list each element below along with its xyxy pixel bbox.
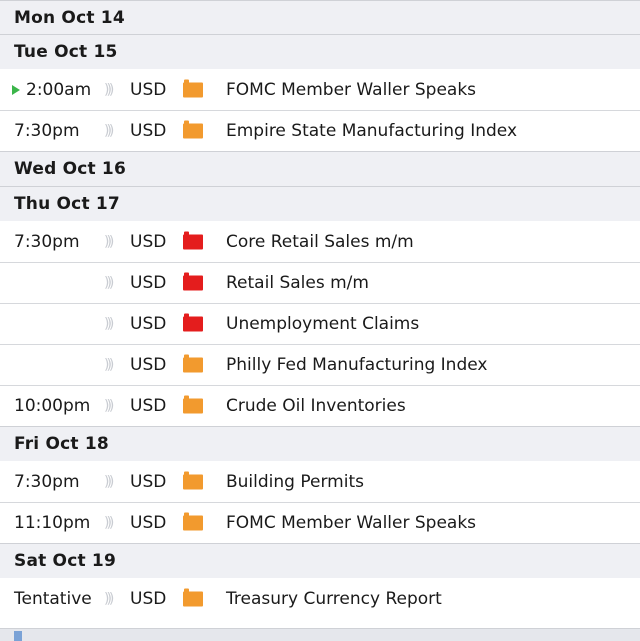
sound-icon[interactable]: ))) (104, 234, 111, 250)
sound-icon[interactable]: ))) (104, 275, 111, 291)
sound-icon[interactable]: ))) (104, 398, 111, 414)
impact-folder-icon[interactable] (183, 474, 203, 489)
sound-icon[interactable]: ))) (104, 123, 111, 139)
event-time: Tentative (14, 589, 92, 609)
event-time: 7:30pm (14, 232, 80, 252)
event-row[interactable]: ))) USD Retail Sales m/m (0, 262, 640, 303)
sound-icon[interactable]: ))) (104, 82, 111, 98)
impact-folder-icon[interactable] (183, 399, 203, 414)
event-row[interactable]: 2:00am))) USD FOMC Member Waller Speaks (0, 69, 640, 110)
event-row[interactable]: Tentative))) USD Treasury Currency Report (0, 578, 640, 619)
event-name[interactable]: Philly Fed Manufacturing Index (226, 355, 487, 375)
day-header[interactable]: Wed Oct 16 (0, 151, 640, 186)
event-row[interactable]: 7:30pm))) USD Empire State Manufacturing I… (0, 110, 640, 151)
event-row[interactable]: 7:30pm))) USD Building Permits (0, 461, 640, 502)
event-currency: USD (130, 121, 166, 141)
bottom-strip (0, 628, 640, 641)
impact-folder-icon[interactable] (183, 234, 203, 249)
event-name[interactable]: Core Retail Sales m/m (226, 232, 414, 252)
event-currency: USD (130, 589, 166, 609)
day-header[interactable]: Mon Oct 14 (0, 0, 640, 34)
event-currency: USD (130, 80, 166, 100)
event-name[interactable]: Crude Oil Inventories (226, 396, 406, 416)
play-icon (12, 85, 20, 95)
event-row[interactable]: 7:30pm))) USD Core Retail Sales m/m (0, 221, 640, 262)
event-name[interactable]: Empire State Manufacturing Index (226, 121, 517, 141)
day-header[interactable]: Thu Oct 17 (0, 186, 640, 221)
sound-icon[interactable]: ))) (104, 591, 111, 607)
event-currency: USD (130, 232, 166, 252)
event-name[interactable]: FOMC Member Waller Speaks (226, 80, 476, 100)
event-row[interactable]: 11:10pm))) USD FOMC Member Waller Speaks (0, 502, 640, 543)
event-time: 10:00pm (14, 396, 90, 416)
sound-icon[interactable]: ))) (104, 515, 111, 531)
sound-icon[interactable]: ))) (104, 357, 111, 373)
day-header[interactable]: Sat Oct 19 (0, 543, 640, 578)
event-name[interactable]: Unemployment Claims (226, 314, 419, 334)
event-currency: USD (130, 314, 166, 334)
impact-folder-icon[interactable] (183, 82, 203, 97)
impact-folder-icon[interactable] (183, 591, 203, 606)
event-name[interactable]: FOMC Member Waller Speaks (226, 513, 476, 533)
event-currency: USD (130, 396, 166, 416)
event-name[interactable]: Retail Sales m/m (226, 273, 369, 293)
event-time: 2:00am (26, 80, 91, 100)
event-time: 7:30pm (14, 121, 80, 141)
impact-folder-icon[interactable] (183, 516, 203, 531)
impact-folder-icon[interactable] (183, 317, 203, 332)
day-header[interactable]: Fri Oct 18 (0, 426, 640, 461)
event-row[interactable]: ))) USD Unemployment Claims (0, 303, 640, 344)
event-currency: USD (130, 355, 166, 375)
sound-icon[interactable]: ))) (104, 316, 111, 332)
impact-folder-icon[interactable] (183, 358, 203, 373)
event-time: 7:30pm (14, 472, 80, 492)
event-currency: USD (130, 273, 166, 293)
event-row[interactable]: ))) USD Philly Fed Manufacturing Index (0, 344, 640, 385)
event-name[interactable]: Building Permits (226, 472, 364, 492)
day-header[interactable]: Tue Oct 15 (0, 34, 640, 69)
event-row[interactable]: 10:00pm))) USD Crude Oil Inventories (0, 385, 640, 426)
sound-icon[interactable]: ))) (104, 474, 111, 490)
event-time: 11:10pm (14, 513, 90, 533)
event-currency: USD (130, 513, 166, 533)
event-currency: USD (130, 472, 166, 492)
event-name[interactable]: Treasury Currency Report (226, 589, 442, 609)
calendar-list: Mon Oct 14 Tue Oct 15 2:00am))) USD FOMC Mem… (0, 0, 640, 619)
impact-folder-icon[interactable] (183, 124, 203, 139)
impact-folder-icon[interactable] (183, 276, 203, 291)
